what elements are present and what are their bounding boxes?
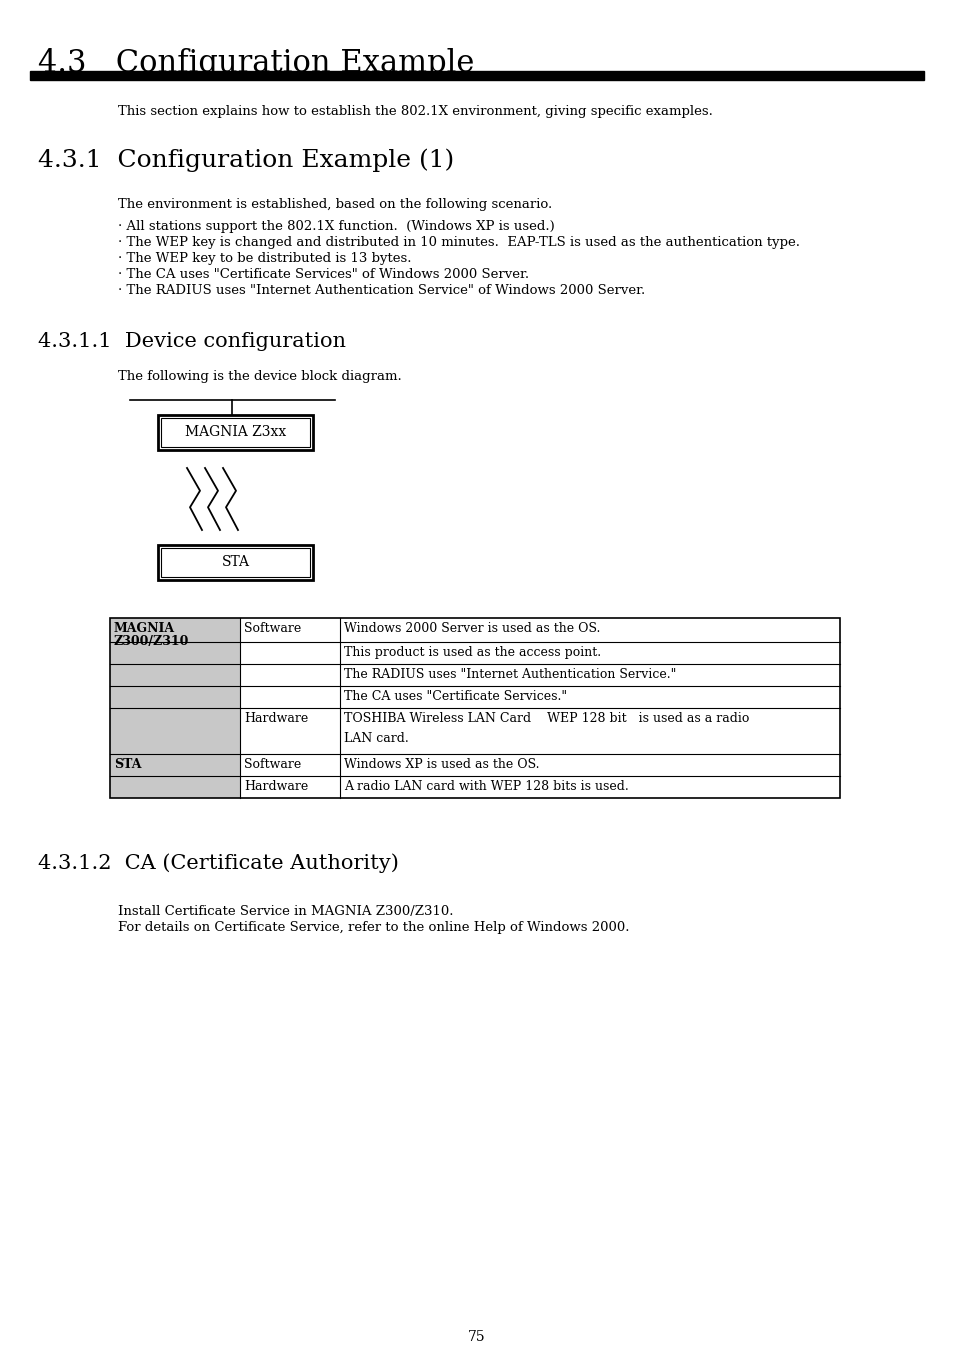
Bar [30, 72, 923, 80]
Text: 4.3.1.1  Device configuration: 4.3.1.1 Device configuration [38, 332, 346, 351]
Text: Software: Software [244, 621, 301, 635]
Bar [110, 617, 840, 798]
Text: This section explains how to establish the 802.1X environment, giving specific e: This section explains how to establish t… [118, 105, 712, 118]
Text: 4.3.1  Configuration Example (1): 4.3.1 Configuration Example (1) [38, 149, 454, 172]
Text: The following is the device block diagram.: The following is the device block diagra… [118, 370, 401, 382]
Text: · The RADIUS uses "Internet Authentication Service" of Windows 2000 Server.: · The RADIUS uses "Internet Authenticati… [118, 284, 644, 297]
Text: MAGNIA: MAGNIA [113, 621, 175, 635]
Bar [110, 754, 240, 798]
Text: The RADIUS uses "Internet Authentication Service.": The RADIUS uses "Internet Authentication… [344, 667, 676, 681]
Text: Windows 2000 Server is used as the OS.: Windows 2000 Server is used as the OS. [344, 621, 599, 635]
Text: LAN card.: LAN card. [344, 732, 408, 744]
Text: Hardware: Hardware [244, 780, 308, 793]
Text: Windows XP is used as the OS.: Windows XP is used as the OS. [344, 758, 539, 771]
Text: STA: STA [113, 758, 141, 771]
Text: · The WEP key to be distributed is 13 bytes.: · The WEP key to be distributed is 13 by… [118, 253, 411, 265]
Text: The CA uses "Certificate Services.": The CA uses "Certificate Services." [344, 690, 566, 703]
Text: · All stations support the 802.1X function.  (Windows XP is used.): · All stations support the 802.1X functi… [118, 220, 554, 232]
Text: This product is used as the access point.: This product is used as the access point… [344, 646, 600, 659]
Text: Z300/Z310: Z300/Z310 [113, 635, 190, 648]
Bar [158, 544, 313, 580]
Text: · The CA uses "Certificate Services" of Windows 2000 Server.: · The CA uses "Certificate Services" of … [118, 267, 529, 281]
Text: Hardware: Hardware [244, 712, 308, 725]
Text: MAGNIA Z3xx: MAGNIA Z3xx [185, 426, 286, 439]
Bar [161, 417, 310, 447]
Text: For details on Certificate Service, refer to the online Help of Windows 2000.: For details on Certificate Service, refe… [118, 921, 629, 934]
Text: TOSHIBA Wireless LAN Card    WEP 128 bit   is used as a radio: TOSHIBA Wireless LAN Card WEP 128 bit is… [344, 712, 749, 725]
Text: 75: 75 [468, 1329, 485, 1344]
Text: STA: STA [221, 555, 250, 570]
Bar [161, 549, 310, 577]
Text: 4.3.1.2  CA (Certificate Authority): 4.3.1.2 CA (Certificate Authority) [38, 852, 398, 873]
Text: The environment is established, based on the following scenario.: The environment is established, based on… [118, 199, 552, 211]
Text: · The WEP key is changed and distributed in 10 minutes.  EAP-TLS is used as the : · The WEP key is changed and distributed… [118, 236, 800, 249]
Bar [110, 617, 240, 754]
Text: 4.3   Configuration Example: 4.3 Configuration Example [38, 49, 474, 78]
Bar [158, 415, 313, 450]
Text: Software: Software [244, 758, 301, 771]
Text: A radio LAN card with WEP 128 bits is used.: A radio LAN card with WEP 128 bits is us… [344, 780, 628, 793]
Text: Install Certificate Service in MAGNIA Z300/Z310.: Install Certificate Service in MAGNIA Z3… [118, 905, 453, 917]
